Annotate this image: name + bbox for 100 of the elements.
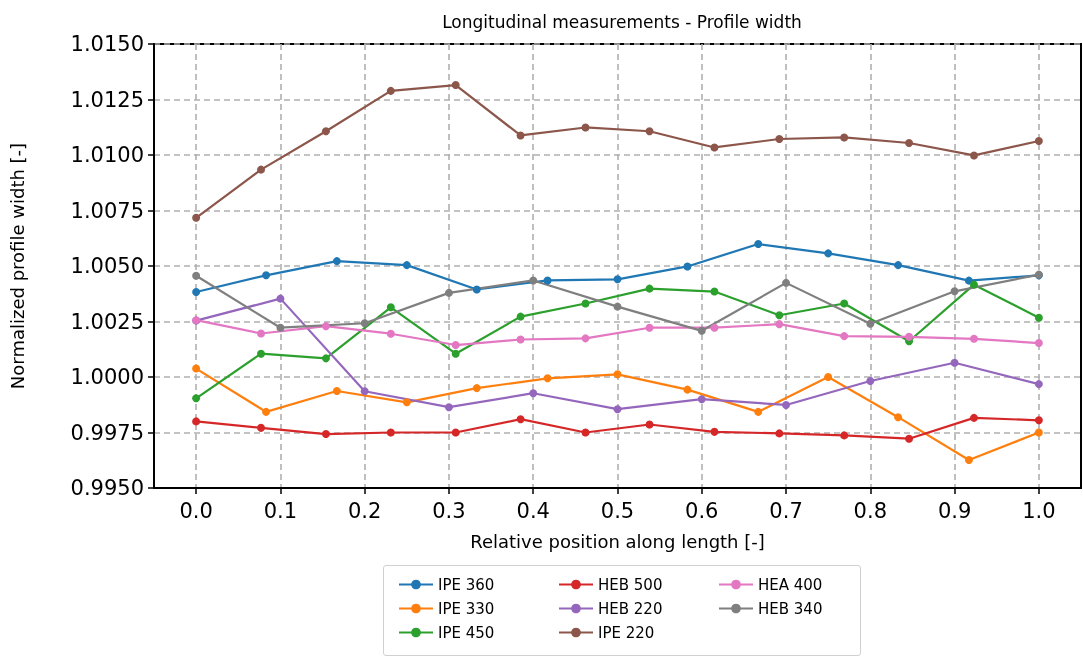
point xyxy=(451,428,460,437)
point xyxy=(697,326,706,335)
x-tick-label: 0.9 xyxy=(937,498,972,523)
point xyxy=(529,389,538,398)
y-tick-label: 1.0075 xyxy=(70,198,144,223)
point xyxy=(775,135,784,144)
x-tick-label: 0.7 xyxy=(769,498,803,523)
legend-label: HEA 400 xyxy=(758,575,823,594)
point xyxy=(1034,137,1043,146)
point xyxy=(257,329,266,338)
point xyxy=(645,323,654,332)
point xyxy=(775,311,784,320)
point xyxy=(386,303,395,312)
point xyxy=(257,165,266,174)
point xyxy=(516,131,525,140)
point xyxy=(754,240,763,249)
point xyxy=(257,423,266,432)
y-tick-label: 1.0050 xyxy=(70,254,144,278)
point xyxy=(894,413,903,422)
point xyxy=(581,334,590,343)
x-tick-label: 0.1 xyxy=(263,498,298,523)
point xyxy=(402,261,411,270)
x-axis-title: Relative position along length [-] xyxy=(470,530,765,552)
legend-label: HEB 500 xyxy=(598,575,663,594)
point xyxy=(782,278,791,287)
point xyxy=(262,407,271,416)
y-tick-label: 1.0125 xyxy=(70,87,144,112)
point xyxy=(321,127,330,136)
point xyxy=(321,430,330,439)
point xyxy=(613,275,622,284)
point xyxy=(613,302,622,311)
point xyxy=(613,370,622,379)
point xyxy=(710,323,719,332)
point xyxy=(386,329,395,338)
point xyxy=(516,312,525,321)
point xyxy=(683,262,692,271)
point xyxy=(840,133,849,142)
point xyxy=(402,398,411,407)
y-tick-label: 0.9975 xyxy=(70,420,144,445)
chart-title: Longitudinal measurements - Profile width xyxy=(442,11,802,32)
point xyxy=(645,127,654,136)
point xyxy=(754,407,763,416)
point xyxy=(192,417,201,426)
point xyxy=(866,377,875,385)
point xyxy=(529,276,538,285)
y-tick-label: 0.9950 xyxy=(70,476,144,500)
point xyxy=(775,320,784,329)
point xyxy=(1034,313,1043,322)
point xyxy=(969,280,978,289)
point xyxy=(824,249,833,258)
legend-label: IPE 360 xyxy=(438,575,495,594)
point xyxy=(775,429,784,438)
point xyxy=(321,322,330,331)
x-tick-label: 0.0 xyxy=(179,498,213,523)
point xyxy=(192,287,201,296)
point xyxy=(262,271,271,280)
point xyxy=(824,373,833,381)
point xyxy=(257,349,266,358)
point xyxy=(950,358,959,367)
point xyxy=(969,334,978,343)
point xyxy=(444,403,453,412)
point xyxy=(444,288,453,297)
point xyxy=(192,213,201,222)
point xyxy=(840,299,849,308)
point xyxy=(581,299,590,308)
point xyxy=(613,405,622,414)
point xyxy=(710,143,719,152)
point xyxy=(1034,339,1043,348)
point xyxy=(950,287,959,296)
point xyxy=(894,261,903,270)
point xyxy=(1034,428,1043,437)
point xyxy=(697,395,706,404)
point xyxy=(683,385,692,394)
point xyxy=(905,139,914,148)
point xyxy=(964,456,973,465)
x-tick-label: 0.4 xyxy=(516,498,550,523)
point xyxy=(969,413,978,422)
point xyxy=(386,428,395,437)
point xyxy=(472,285,481,294)
x-tick-label: 0.6 xyxy=(685,498,719,523)
point xyxy=(710,427,719,436)
point xyxy=(321,354,330,363)
x-tick-label: 0.8 xyxy=(853,498,888,523)
legend-label: HEB 220 xyxy=(598,599,663,618)
point xyxy=(360,319,369,328)
point xyxy=(386,86,395,95)
point xyxy=(472,384,481,393)
point xyxy=(581,428,590,437)
y-tick-label: 1.0150 xyxy=(70,32,144,56)
x-tick-label: 1.0 xyxy=(1022,498,1056,523)
point xyxy=(969,151,978,160)
point xyxy=(866,319,875,328)
y-tick-label: 1.0100 xyxy=(70,143,144,167)
point xyxy=(276,323,285,332)
point xyxy=(581,123,590,132)
point xyxy=(276,294,285,303)
point xyxy=(782,400,791,409)
point xyxy=(1034,416,1043,425)
legend-label: IPE 450 xyxy=(438,623,495,642)
point xyxy=(543,374,552,383)
